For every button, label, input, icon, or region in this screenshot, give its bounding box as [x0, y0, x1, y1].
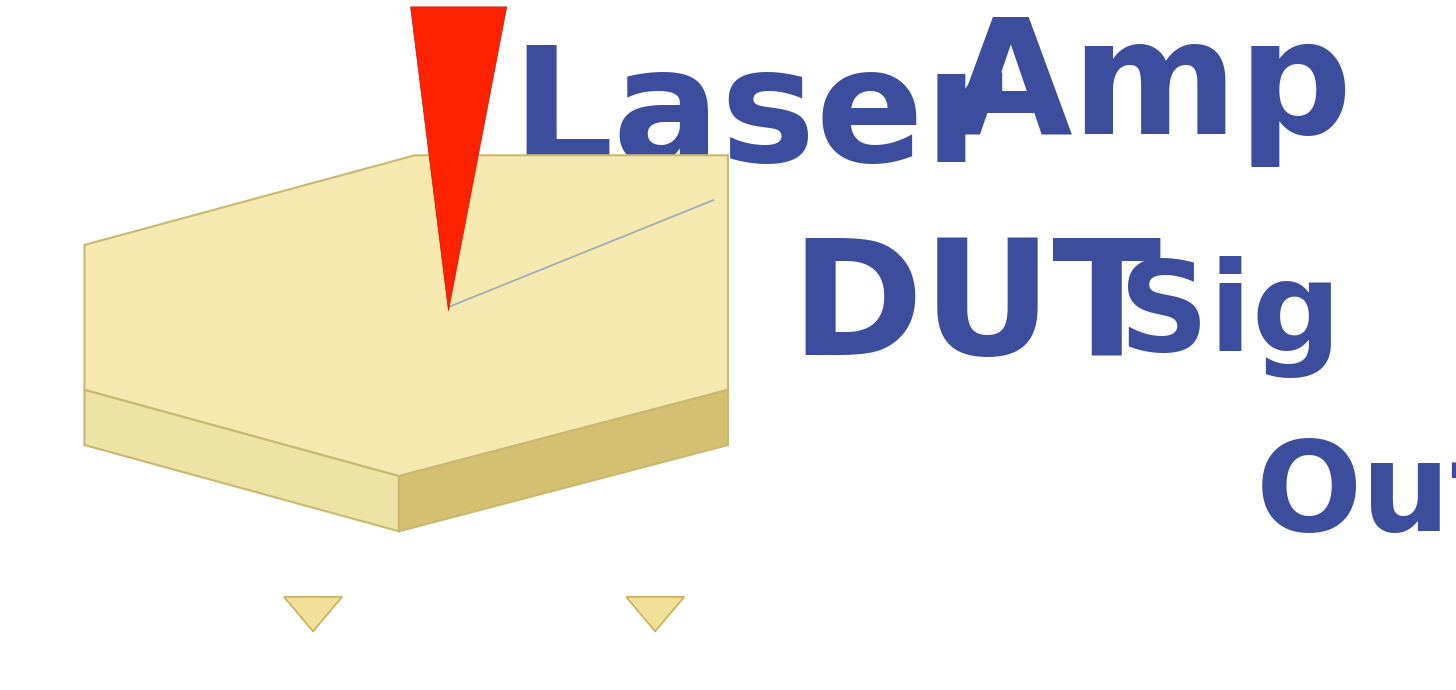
Polygon shape — [626, 597, 684, 631]
Text: Laser: Laser — [511, 40, 1003, 195]
Polygon shape — [84, 155, 728, 476]
Text: DUT: DUT — [791, 233, 1160, 388]
Polygon shape — [284, 597, 342, 631]
Polygon shape — [411, 7, 507, 310]
Polygon shape — [84, 390, 399, 531]
Polygon shape — [399, 390, 728, 531]
Polygon shape — [0, 0, 437, 414]
Text: Sig: Sig — [1120, 257, 1341, 378]
Text: Out: Out — [1255, 436, 1456, 558]
Text: Amp: Amp — [948, 12, 1353, 167]
